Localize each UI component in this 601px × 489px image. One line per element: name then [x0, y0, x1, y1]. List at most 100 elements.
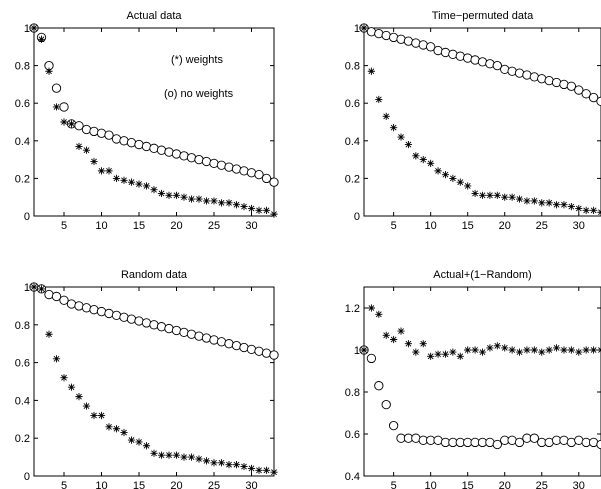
- y-tick-label: 0.2: [15, 433, 30, 445]
- data-point-star: [270, 468, 278, 476]
- y-tick-label: 0.8: [345, 61, 360, 73]
- data-point-star: [501, 344, 509, 352]
- data-point-circle: [171, 325, 182, 336]
- x-tick-label: 5: [391, 220, 397, 232]
- data-point-circle: [59, 295, 69, 305]
- data-point-star: [560, 346, 568, 354]
- data-point-circle: [231, 164, 242, 174]
- data-point-star: [471, 189, 479, 198]
- data-point-star: [471, 346, 479, 354]
- data-point-star: [247, 204, 256, 213]
- series-circles: [359, 345, 601, 450]
- axes-frame: [363, 286, 601, 477]
- data-point-star: [375, 310, 383, 318]
- data-point-star: [210, 459, 218, 467]
- data-point-circle: [209, 335, 219, 345]
- data-point-circle: [111, 310, 122, 320]
- data-point-star: [575, 204, 583, 213]
- data-point-circle: [209, 158, 219, 169]
- data-point-star: [575, 348, 583, 356]
- data-point-circle: [89, 126, 99, 137]
- data-point-circle: [164, 147, 174, 157]
- data-point-circle: [596, 96, 601, 106]
- data-point-star: [404, 140, 413, 149]
- data-point-star: [52, 355, 61, 363]
- data-point-star: [30, 24, 38, 32]
- data-point-circle: [164, 323, 174, 334]
- data-point-star: [172, 191, 181, 199]
- data-point-star: [240, 203, 248, 211]
- y-tick-label: 1: [354, 23, 360, 35]
- data-point-star: [127, 436, 136, 444]
- data-point-star: [255, 466, 263, 474]
- data-point-star: [582, 206, 590, 214]
- chart-title: Random data: [121, 269, 188, 281]
- data-point-circle: [51, 291, 62, 302]
- data-point-circle: [134, 139, 144, 150]
- y-tick-label: 0: [354, 211, 360, 223]
- axes-frame: [33, 286, 275, 477]
- y-tick-label: 0.4: [15, 136, 30, 148]
- y-tick-label: 0.4: [345, 136, 360, 148]
- data-point-star: [172, 451, 181, 459]
- x-tick-label: 25: [208, 220, 220, 232]
- data-point-star: [375, 95, 383, 104]
- data-point-star: [523, 346, 531, 354]
- data-point-star: [523, 197, 531, 205]
- data-point-star: [135, 438, 143, 446]
- data-point-circle: [179, 327, 189, 338]
- data-point-star: [202, 197, 211, 205]
- data-point-star: [270, 210, 278, 218]
- x-tick-label: 10: [95, 480, 107, 489]
- data-point-star: [30, 283, 38, 291]
- data-point-star: [120, 176, 128, 184]
- data-point-star: [567, 346, 575, 354]
- data-point-star: [441, 171, 450, 179]
- data-point-star: [232, 461, 241, 469]
- data-point-star: [67, 383, 76, 391]
- data-point-star: [97, 411, 106, 420]
- x-tick-label: 10: [425, 220, 437, 232]
- data-point-star: [247, 464, 256, 473]
- series-stars: [360, 24, 601, 216]
- data-point-star: [150, 449, 158, 457]
- data-point-star: [515, 348, 524, 356]
- data-point-circle: [239, 342, 249, 353]
- data-point-circle: [186, 329, 197, 339]
- data-point-circle: [514, 437, 525, 448]
- data-point-circle: [201, 333, 212, 343]
- data-point-star: [82, 402, 91, 410]
- data-point-star: [508, 193, 516, 201]
- data-point-star: [582, 346, 590, 354]
- data-point-circle: [239, 166, 249, 176]
- data-point-star: [262, 206, 271, 214]
- y-tick-label: 0: [24, 211, 30, 223]
- data-point-star: [449, 174, 457, 182]
- data-point-star: [501, 193, 509, 201]
- data-point-star: [589, 206, 598, 214]
- data-point-circle: [104, 308, 114, 319]
- data-point-star: [382, 112, 390, 120]
- data-point-star: [390, 124, 398, 132]
- data-point-star: [508, 346, 516, 354]
- data-point-circle: [156, 322, 167, 332]
- data-point-circle: [141, 318, 152, 328]
- data-point-star: [493, 191, 501, 199]
- data-point-circle: [104, 130, 114, 140]
- data-point-circle: [426, 42, 436, 52]
- data-point-circle: [66, 299, 77, 309]
- data-point-star: [419, 156, 427, 164]
- data-point-star: [441, 350, 450, 358]
- data-point-circle: [134, 316, 144, 326]
- data-point-circle: [529, 433, 539, 443]
- data-point-circle: [581, 89, 591, 99]
- x-tick-label: 10: [425, 480, 437, 489]
- data-point-star: [412, 152, 420, 160]
- data-point-star: [478, 191, 487, 199]
- y-tick-label: 0.6: [345, 429, 360, 441]
- data-point-circle: [194, 154, 204, 165]
- data-point-circle: [149, 143, 159, 153]
- data-point-star: [567, 203, 575, 211]
- data-point-star: [165, 191, 173, 199]
